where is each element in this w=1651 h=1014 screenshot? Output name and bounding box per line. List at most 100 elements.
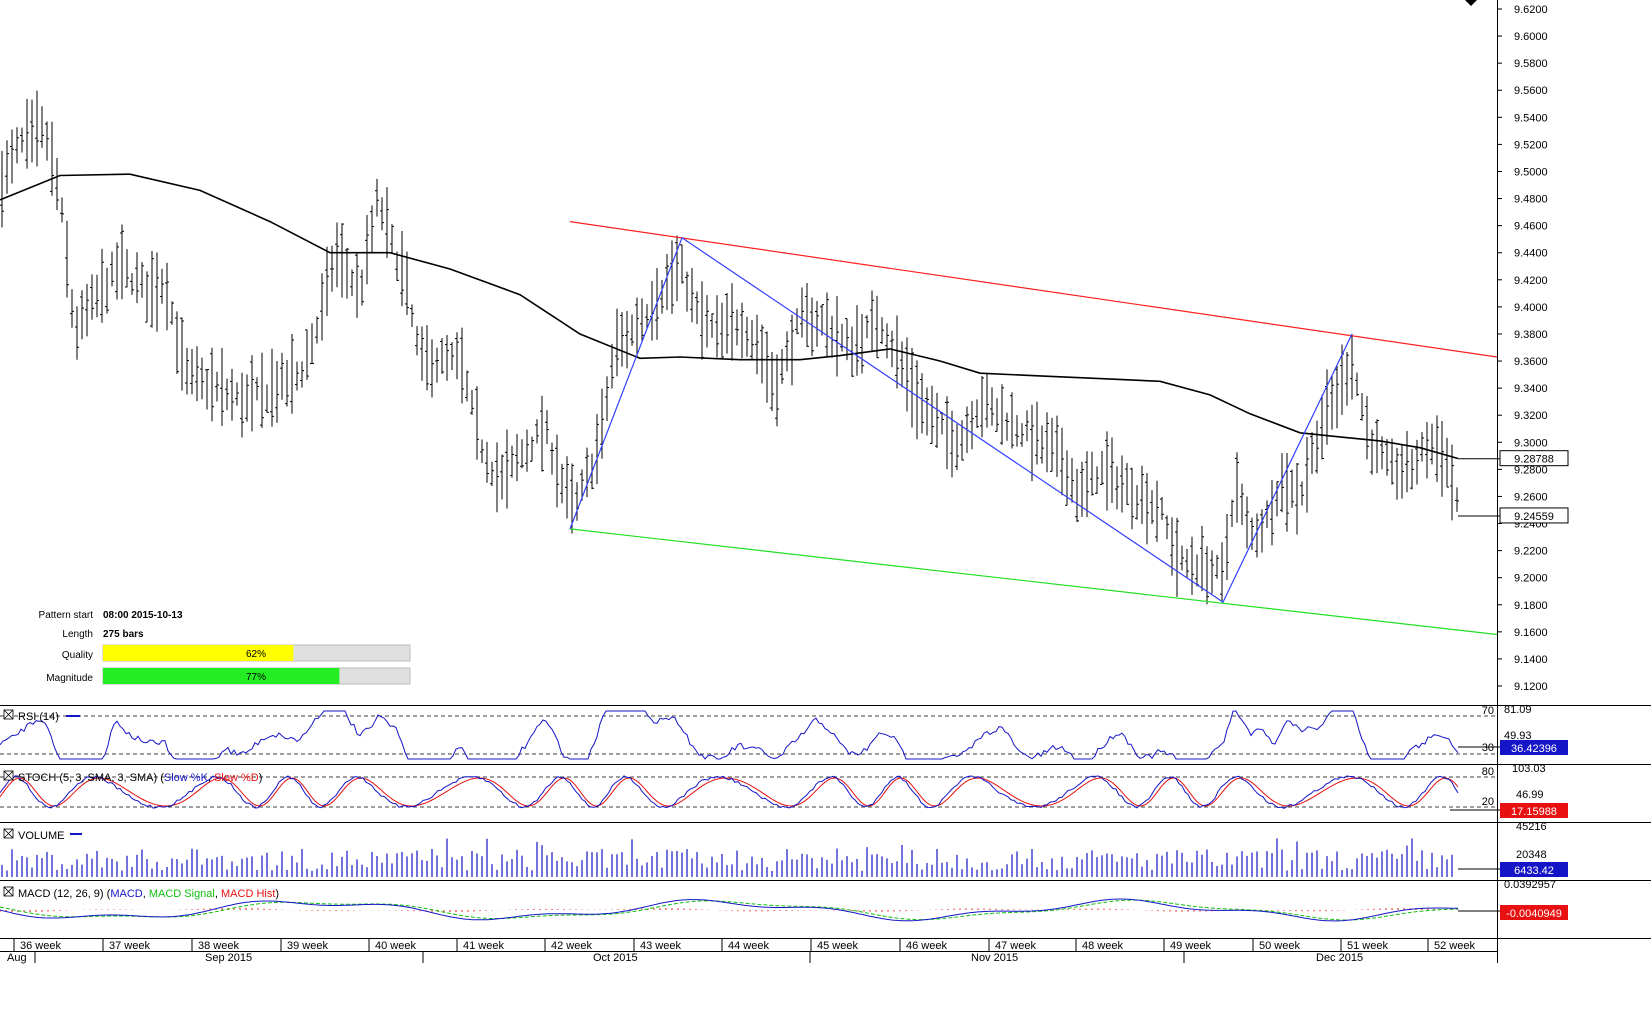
rsi-tick-mid: 49.93 (1504, 730, 1532, 742)
price-tick-label: 9.4400 (1514, 248, 1548, 260)
price-tick-label: 9.4000 (1514, 302, 1548, 314)
week-label: 45 week (817, 940, 858, 952)
price-panel: 9.6200 9.6000 9.5800 9.5600 9.5400 9.5200 9.50… (0, 4, 1569, 693)
price-tick-label: 9.5800 (1514, 58, 1548, 70)
macd-tick-top: 0.0392957 (1504, 879, 1556, 891)
month-label: Oct 2015 (593, 952, 638, 964)
price-tick-label: 9.5600 (1514, 85, 1548, 97)
zigzag-pattern-line (569, 236, 1353, 603)
volume-tick-top: 45216 (1516, 821, 1547, 833)
price-tick-label: 9.3200 (1514, 410, 1548, 422)
stoch-current-value: 17.15988 (1511, 806, 1557, 818)
price-tick-label: 9.1800 (1514, 600, 1548, 612)
price-tick-label: 9.3400 (1514, 383, 1548, 395)
magnitude-value: 77% (246, 672, 266, 683)
overlay-lines (0, 173, 1498, 636)
price-tick-label: 9.2000 (1514, 573, 1548, 585)
rsi-title: RSI (14) (18, 711, 59, 723)
month-label: Aug (7, 952, 27, 964)
price-tick-label: 9.2600 (1514, 491, 1548, 503)
volume-bars (1, 838, 1453, 877)
macd-signal-line (0, 899, 1459, 921)
price-tick-label: 9.3000 (1514, 437, 1548, 449)
price-tick-label: 9.1400 (1514, 654, 1548, 666)
quality-value: 62% (246, 649, 266, 660)
rsi-close-icon-cross (3, 709, 14, 720)
macd-panel: MACD (12, 26, 9) (MACD, MACD Signal, MAC… (0, 879, 1651, 922)
rsi-panel: RSI (14) 70 30 81.09 49.93 36.42396 (0, 704, 1651, 760)
rsi-level-30: 30 (1482, 742, 1494, 754)
week-label: 46 week (906, 940, 947, 952)
week-label: 36 week (20, 940, 61, 952)
volume-current-value: 6433.42 (1514, 865, 1554, 877)
ma-current-value: 9.28788 (1514, 454, 1554, 466)
week-label: 51 week (1347, 940, 1388, 952)
week-label: 52 week (1434, 940, 1475, 952)
stoch-d-line (0, 777, 1459, 807)
price-tick-label: 9.5200 (1514, 139, 1548, 151)
price-tick-label: 9.2200 (1514, 546, 1548, 558)
channel-upper-line (569, 221, 1498, 358)
macd-current-badge (1500, 905, 1568, 920)
time-axis: 36 week 37 week 38 week 39 week 40 week 41 we… (0, 938, 1651, 964)
stoch-panel: STOCH (5, 3, SMA, 3, SMA) (Slow %K, Slow… (0, 763, 1651, 818)
macd-line (0, 898, 1458, 922)
week-label: 40 week (375, 940, 416, 952)
rsi-line (0, 710, 1459, 760)
price-tick-label: 9.4600 (1514, 221, 1548, 233)
price-current-badge (1499, 507, 1569, 524)
price-tick-label: 9.1200 (1514, 681, 1548, 693)
week-label: 48 week (1082, 940, 1123, 952)
rsi-current-value: 36.42396 (1511, 743, 1557, 755)
rsi-current-badge (1500, 740, 1568, 755)
length-value: 275 bars (103, 629, 144, 640)
price-tick-label: 9.6000 (1514, 31, 1548, 43)
channel-lower-line (569, 528, 1498, 636)
week-label: 50 week (1259, 940, 1300, 952)
month-label: Sep 2015 (205, 952, 252, 964)
month-labels: Aug Sep 2015 Oct 2015 Nov 2015 Dec 2015 (7, 951, 1363, 964)
month-label: Nov 2015 (971, 952, 1018, 964)
ma-current-badge (1499, 450, 1569, 467)
stoch-level-80: 80 (1482, 766, 1494, 778)
stoch-tick-top: 103.03 (1512, 763, 1546, 775)
pattern-start-value: 08:00 2015-10-13 (103, 610, 183, 621)
week-label: 47 week (995, 940, 1036, 952)
stoch-k-line (0, 775, 1459, 809)
stoch-level-20: 20 (1482, 796, 1494, 808)
volume-tick-mid: 20348 (1516, 849, 1547, 861)
price-tick-label: 9.3800 (1514, 329, 1548, 341)
week-label: 42 week (551, 940, 592, 952)
week-label: 39 week (287, 940, 328, 952)
magnitude-label: Magnitude (46, 673, 93, 684)
stoch-current-badge (1500, 803, 1568, 818)
magnitude-fill (103, 668, 340, 684)
quality-label: Quality (62, 650, 93, 661)
price-tick-label: 9.5000 (1514, 166, 1548, 178)
volume-current-badge (1500, 862, 1568, 877)
week-label: 43 week (640, 940, 681, 952)
length-label: Length (62, 629, 93, 640)
price-axis: 9.6200 9.6000 9.5800 9.5600 9.5400 9.5200 9.50… (1458, 4, 1569, 693)
price-tick-label: 9.2800 (1514, 464, 1548, 476)
pattern-start-label: Pattern start (39, 610, 94, 621)
month-label: Dec 2015 (1316, 952, 1363, 964)
price-tick-label: 9.1600 (1514, 627, 1548, 639)
week-labels: 36 week 37 week 38 week 39 week 40 week 41 we… (13, 938, 1475, 952)
price-tick-label: 9.6200 (1514, 4, 1548, 16)
week-label: 44 week (728, 940, 769, 952)
stoch-tick-mid: 46.99 (1516, 789, 1544, 801)
rsi-level-70: 70 (1482, 705, 1494, 717)
price-current-value: 9.24559 (1514, 511, 1554, 523)
week-label: 37 week (109, 940, 150, 952)
macd-current-value: -0.0040949 (1506, 908, 1562, 920)
rsi-tick-top: 81.09 (1504, 704, 1532, 716)
quality-fill (103, 645, 294, 661)
stoch-title: STOCH (5, 3, SMA, 3, SMA) (Slow %K, Slow… (18, 772, 262, 784)
scroll-arrow-icon[interactable] (1465, 0, 1477, 6)
price-tick-label: 9.5400 (1514, 112, 1548, 124)
pattern-info: Pattern start 08:00 2015-10-13 Length 27… (39, 610, 411, 685)
price-tick-label: 9.3600 (1514, 356, 1548, 368)
week-label: 38 week (198, 940, 239, 952)
